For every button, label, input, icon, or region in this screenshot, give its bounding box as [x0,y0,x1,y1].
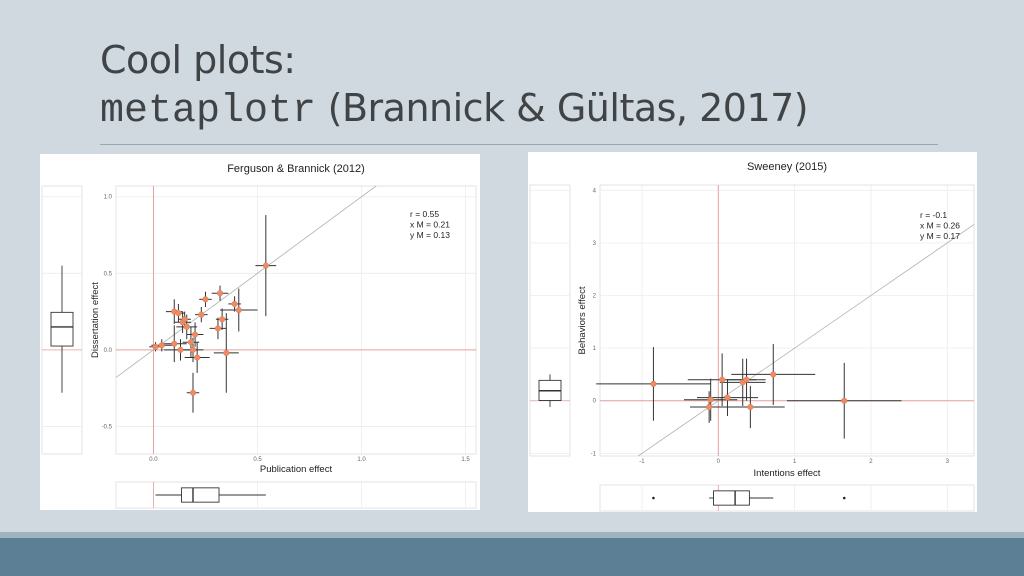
x-tick-label: 1.0 [357,457,366,463]
data-point [189,389,197,396]
title-line-2: metaplotr (Brannick & Gültas, 2017) [100,84,809,136]
data-point [706,404,713,411]
x-marginal-panel [599,484,975,512]
data-point [152,343,159,350]
data-point [747,404,754,411]
data-point [171,340,178,347]
y-marginal-panel [41,185,83,455]
y-tick-label: -1 [591,451,597,457]
y-tick-label: 1 [593,346,597,352]
data-point [194,354,201,361]
data-point [214,325,222,332]
x-tick-label: 1.5 [461,457,470,463]
data-point [192,331,199,338]
stats-annotation: x M = 0.21 [410,220,450,230]
x-marginal-panel [115,481,477,509]
y-tick-label: 3 [593,241,597,247]
footer-band [0,538,1024,576]
y-axis-label: Behaviors effect [577,286,588,354]
y-tick-label: 4 [593,188,597,194]
title-citation: (Brannick & Gültas, 2017) [327,86,809,130]
y-box-iqr [50,311,74,347]
data-point [841,397,848,404]
x-tick-label: 2 [869,459,873,465]
stats-annotation: y M = 0.13 [410,230,450,240]
data-point [189,346,197,353]
chart-title: Sweeney (2015) [747,161,827,173]
data-point [770,371,777,378]
identity-diagonal-line [637,224,975,457]
x-box-iqr [181,487,220,503]
data-point [223,349,230,356]
plot-area-border [115,185,477,455]
x-tick-label: 0 [717,459,721,465]
x-tick-label: -1 [639,459,645,465]
data-point [743,376,750,383]
x-tick-label: 1 [793,459,797,465]
footer-band-light [0,532,1024,538]
x-tick-label: 3 [946,459,950,465]
data-point [235,306,242,314]
data-point [231,300,238,307]
y-marginal-panel [529,184,571,457]
data-point [187,339,194,346]
data-point [183,323,190,330]
x-axis-label: Publication effect [260,464,333,475]
stats-annotation: y M = 0.17 [920,231,960,241]
data-point [158,342,165,349]
title-package-name: metaplotr [100,89,317,134]
data-point [202,296,209,303]
plot-panel-ferguson: 0.0 0.5 1.0 1.5 -0.5 0.0 0.5 1.0 Ferguson & Bran… [40,154,480,510]
y-tick-label: -0.5 [102,424,113,430]
data-point [181,316,188,323]
y-axis-label: Dissertation effect [90,282,101,358]
stats-annotation: r = -0.1 [920,210,947,220]
chart-sweeney: -1 0 1 2 3 -1 0 1 2 3 4 Sweeney (2015) Intentions ef… [529,161,975,512]
x-box-outlier [652,496,655,500]
stats-annotation: r = 0.55 [410,209,439,219]
plot-area-border [599,184,975,457]
x-tick-label: 0.5 [253,457,262,463]
data-point [650,380,657,387]
title-line-1: Cool plots: [100,38,296,82]
y-tick-label: 1.0 [104,195,113,201]
data-point [216,290,224,297]
x-axis-label: Intentions effect [754,468,821,479]
slide-title: Cool plots: metaplotr (Brannick & Gültas… [100,36,809,136]
y-tick-label: 2 [593,294,597,300]
data-point [707,396,714,403]
data-point [262,262,269,269]
y-tick-label: 0.0 [104,348,113,354]
plot-panel-sweeney: -1 0 1 2 3 -1 0 1 2 3 4 Sweeney (2015) Intentions ef… [528,152,977,512]
x-tick-label: 0.0 [149,457,158,463]
y-tick-label: 0 [593,399,597,405]
y-tick-label: 0.5 [104,271,113,277]
chart-ferguson-brannick: 0.0 0.5 1.0 1.5 -0.5 0.0 0.5 1.0 Ferguson & Bran… [41,163,477,509]
title-divider [100,144,938,145]
data-point [198,311,205,318]
x-box-iqr [713,490,750,506]
chart-title: Ferguson & Brannick (2012) [227,163,365,175]
x-box-outlier [842,496,846,500]
data-point [175,310,182,317]
data-point [219,316,226,323]
data-point [724,394,731,401]
stats-annotation: x M = 0.26 [920,221,960,231]
data-point [177,346,184,353]
data-point [719,376,726,383]
